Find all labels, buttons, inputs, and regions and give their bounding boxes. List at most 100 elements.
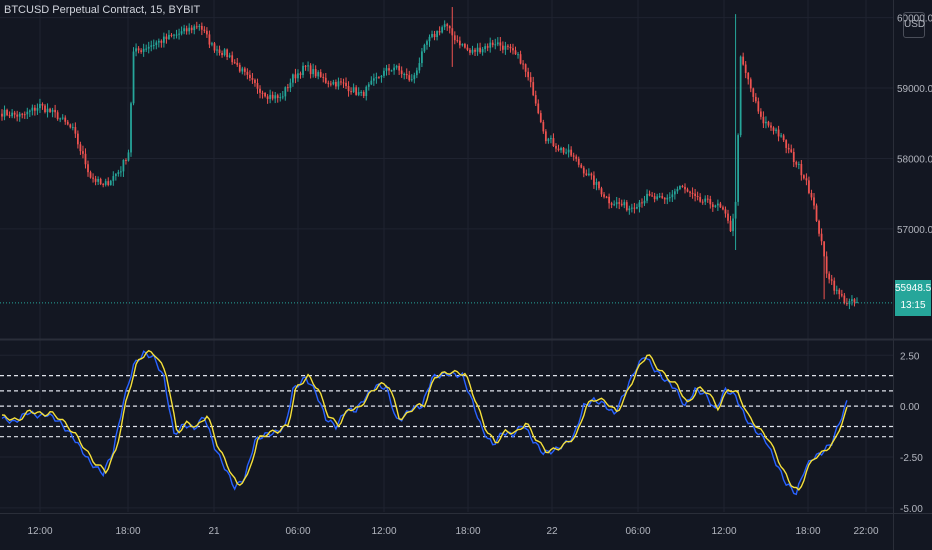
- candle-body: [595, 181, 598, 185]
- candle-body: [433, 33, 436, 38]
- candle-body: [56, 112, 59, 120]
- candle-body: [810, 192, 813, 198]
- osc-series-blue-line: [1, 350, 848, 496]
- candle-body: [514, 50, 517, 55]
- candle-body: [163, 36, 165, 43]
- candle-body: [519, 54, 522, 64]
- candle-body: [668, 197, 671, 199]
- candle-body: [845, 303, 848, 305]
- candle-body: [448, 26, 451, 29]
- candle-body: [628, 208, 631, 211]
- candle-body: [279, 97, 282, 99]
- candle-body: [646, 193, 648, 201]
- candle-body: [580, 164, 583, 168]
- candle-body: [479, 47, 481, 53]
- candle-body: [820, 233, 823, 242]
- candle-body: [170, 34, 173, 36]
- candles: [1, 7, 858, 310]
- candle-body: [226, 49, 229, 57]
- candle-body: [587, 173, 590, 176]
- candle-body: [403, 74, 406, 76]
- candle-body: [658, 196, 661, 198]
- candle-body: [367, 84, 370, 87]
- candle-body: [152, 45, 155, 47]
- candle-body: [701, 201, 704, 203]
- candle-body: [456, 40, 459, 42]
- candle-body: [567, 149, 570, 153]
- candle-body: [507, 45, 509, 47]
- time-axis-label: 06:00: [625, 526, 650, 537]
- candle-body: [137, 48, 140, 51]
- candle-body: [486, 46, 489, 48]
- candle-body: [269, 94, 272, 99]
- candle-body: [335, 81, 337, 87]
- candle-body: [835, 289, 838, 291]
- candle-body: [431, 33, 433, 37]
- symbol-title: BTCUSD Perpetual Contract, 15, BYBIT: [4, 4, 201, 16]
- candle-body: [557, 148, 560, 151]
- candle-body: [656, 196, 659, 200]
- candle-body: [572, 155, 575, 157]
- candle-body: [805, 178, 808, 181]
- candle-body: [623, 202, 626, 206]
- candle-body: [469, 49, 471, 53]
- candle-body: [851, 299, 853, 302]
- candle-body: [66, 121, 69, 125]
- candle-body: [780, 135, 782, 137]
- candle-body: [800, 163, 803, 176]
- candle-body: [689, 191, 691, 193]
- candle-body: [550, 138, 552, 140]
- candle-body: [825, 256, 828, 274]
- candle-body: [838, 289, 841, 295]
- candle-body: [770, 125, 772, 128]
- candle-body: [312, 69, 315, 75]
- candle-body: [160, 40, 163, 43]
- candle-body: [33, 107, 36, 111]
- candle-body: [246, 71, 249, 75]
- candle-body: [787, 147, 790, 150]
- candle-body: [802, 175, 805, 179]
- candle-body: [772, 127, 775, 131]
- candle-body: [264, 92, 266, 97]
- candle-body: [16, 114, 19, 117]
- candle-body: [44, 105, 46, 113]
- candle-body: [418, 63, 421, 71]
- candle-body: [727, 213, 729, 221]
- time-axis-label: 12:00: [27, 526, 52, 537]
- candle-body: [633, 207, 636, 209]
- candle-body: [663, 197, 666, 200]
- candle-body: [340, 81, 342, 83]
- candle-body: [603, 194, 605, 197]
- candle-body: [790, 149, 793, 152]
- candle-body: [754, 96, 757, 102]
- candle-body: [436, 31, 438, 38]
- candle-body: [734, 201, 737, 219]
- candle-body: [198, 25, 201, 27]
- candle-body: [324, 77, 327, 83]
- candle-body: [552, 138, 555, 147]
- candle-body: [641, 202, 643, 204]
- candle-body: [362, 92, 365, 97]
- candle-body: [395, 65, 398, 68]
- candle-body: [388, 68, 390, 71]
- candle-body: [808, 180, 810, 193]
- price-axis-label: 57000.0: [897, 225, 932, 236]
- candle-body: [714, 205, 717, 207]
- candle-body: [142, 48, 145, 52]
- candle-body: [155, 42, 158, 46]
- candle-body: [441, 27, 444, 33]
- candle-body: [489, 42, 492, 48]
- candle-body: [666, 197, 669, 200]
- candle-body: [843, 295, 846, 304]
- candle-body: [398, 65, 401, 71]
- candle-body: [527, 71, 530, 78]
- price-axis-label: 58000.0: [897, 154, 932, 165]
- candle-body: [157, 40, 160, 43]
- candle-body: [120, 171, 122, 173]
- candle-body: [410, 79, 413, 81]
- currency-badge[interactable]: USD: [903, 12, 925, 38]
- candle-body: [31, 107, 34, 111]
- candle-body: [319, 72, 322, 77]
- candle-body: [71, 127, 74, 129]
